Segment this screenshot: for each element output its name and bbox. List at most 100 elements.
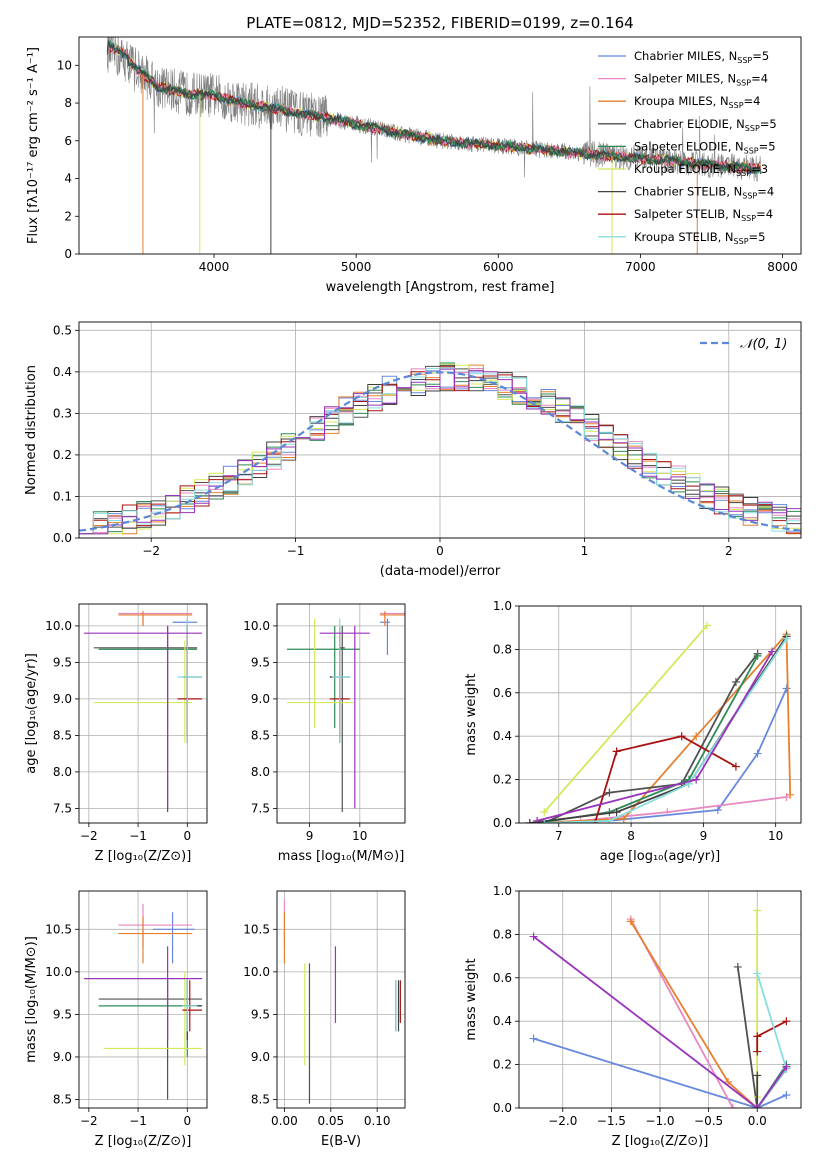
y-tick-label: 10	[57, 58, 72, 72]
series-marker	[525, 819, 534, 823]
data-point	[98, 980, 203, 1100]
series-marker	[753, 651, 762, 660]
histogram-series	[79, 368, 801, 538]
data-point	[83, 946, 203, 1040]
x-tick-label: 0	[436, 544, 444, 558]
y-tick-label: 8	[64, 96, 72, 110]
data-point	[332, 618, 350, 743]
y-tick-label: 0.3	[53, 406, 72, 420]
plot-area-age-vs-Z	[83, 611, 203, 813]
x-tick-label: −1	[129, 829, 147, 843]
x-tick-label: 4000	[199, 260, 230, 274]
y-tick-label: 9.0	[53, 1050, 72, 1064]
legend-subscript: SSP	[736, 79, 751, 88]
x-tick-label: 9	[306, 829, 314, 843]
legend-entry: Chabrier ELODIE, NSSP=5	[634, 117, 777, 133]
x-tick-label: 0	[183, 829, 191, 843]
series-line	[536, 655, 759, 823]
series-marker	[692, 775, 701, 784]
y-tick-label: 0.1	[53, 489, 72, 503]
y-tick-label: 9.5	[251, 1007, 270, 1021]
normal-curve	[79, 371, 801, 532]
series-marker	[605, 816, 614, 823]
x-tick-label: −1	[129, 1114, 147, 1128]
y-tick-label: 6	[64, 134, 72, 148]
y-tick-label: 0.8	[493, 642, 512, 656]
y-tick-label: 9.5	[251, 655, 270, 669]
legend-tail: =4	[751, 72, 768, 86]
x-tick-label: 2	[725, 544, 733, 558]
legend-entry: Kroupa ELODIE, NSSP=3	[634, 162, 768, 178]
chart-age-vs-Z: −2 −1 0 7.5 8.0 8.5 9.0 9.5 10.0 Z [log₁₀(Z/Z⊙)] a…	[24, 603, 208, 864]
legend-tail: =3	[751, 162, 768, 176]
y-tick-label: 0.5	[53, 323, 72, 337]
x-tick-label: 1	[581, 544, 589, 558]
series-marker	[626, 917, 635, 926]
series-marker	[753, 906, 762, 915]
y-axis-label: mass weight	[464, 673, 479, 755]
series-line	[533, 935, 788, 1108]
series-marker	[663, 808, 672, 817]
y-tick-label: 10.5	[45, 922, 72, 936]
series-marker	[605, 788, 614, 797]
series-marker	[753, 969, 762, 978]
x-tick-label: 0.05	[317, 1114, 344, 1128]
x-axis-label: Z [log₁₀(Z/Z⊙)]	[95, 1134, 192, 1149]
series-marker	[782, 1062, 791, 1071]
legend-label: Salpeter MILES, N	[634, 72, 736, 86]
y-tick-label: 9.0	[251, 1050, 270, 1064]
x-tick-label: 7000	[625, 260, 656, 274]
y-tick-label: 0.2	[493, 1058, 512, 1072]
y-axis-label: age [log₁₀(age/yr)]	[24, 653, 39, 774]
series-line	[756, 1020, 787, 1052]
y-axis-label: Normed distribution	[24, 365, 39, 495]
series-marker	[612, 747, 621, 756]
y-tick-label: 8.5	[53, 728, 72, 742]
legend-tail: =4	[756, 207, 773, 221]
legend-label: Chabrier STELIB, N	[634, 185, 742, 199]
plot-area-weight-vs-age	[525, 621, 795, 823]
series-marker	[731, 677, 740, 686]
chart-title: PLATE=0812, MJD=52352, FIBERID=0199, z=0…	[246, 14, 633, 32]
y-tick-label: 0.6	[493, 686, 512, 700]
series-marker	[782, 1090, 791, 1099]
series-marker	[529, 932, 538, 941]
data-point	[379, 611, 405, 626]
y-tick-label: 8.5	[53, 1092, 72, 1106]
y-tick-label: 9.0	[251, 692, 270, 706]
series-marker	[540, 808, 549, 817]
x-tick-label: −1.5	[597, 1114, 626, 1128]
chart-mass-vs-Z: −2 −1 0 8.5 9.0 9.5 10.0 10.5 Z [log₁₀(Z/Z⊙)] mas…	[24, 890, 208, 1149]
y-tick-label: 1.0	[493, 884, 512, 898]
data-point	[379, 611, 405, 626]
series-marker	[733, 962, 742, 971]
chart-mass-vs-EBV: 0.00 0.05 0.10 8.5 9.0 9.5 10.0 10.5 E(B-V)	[243, 890, 406, 1149]
legend-tail: =5	[749, 230, 766, 244]
legend-label: Chabrier ELODIE, N	[634, 117, 745, 131]
x-axis-label: E(B-V)	[321, 1134, 361, 1149]
legend-label: Kroupa MILES, N	[634, 94, 729, 108]
x-axis-label: age [log₁₀(age/yr)]	[600, 849, 721, 864]
plot-area-mass-vs-EBV	[283, 899, 401, 1104]
data-point	[339, 625, 345, 813]
data-point	[118, 916, 193, 964]
y-tick-label: 0	[64, 247, 72, 261]
x-tick-label: 7	[555, 829, 563, 843]
x-tick-label: −0.5	[694, 1114, 723, 1128]
plot-area-spectrum	[106, 37, 762, 254]
data-point	[319, 625, 370, 809]
series-marker	[731, 762, 740, 771]
legend-entry: Chabrier MILES, NSSP=5	[634, 49, 769, 65]
legend-label: Salpeter STELIB, N	[634, 207, 741, 221]
y-tick-label: 10.0	[243, 965, 270, 979]
y-tick-label: 0.4	[493, 1014, 512, 1028]
legend-subscript: SSP	[742, 192, 757, 201]
legend-entry: Salpeter MILES, NSSP=4	[634, 72, 768, 88]
plot-area-mass-vs-Z	[83, 903, 203, 1100]
x-axis-label: Z [log₁₀(Z/Z⊙)]	[95, 849, 192, 864]
y-tick-label: 0.0	[493, 1101, 512, 1115]
data-point	[93, 625, 198, 813]
series-marker	[619, 814, 628, 823]
y-axis-label: Flux [fλ10⁻¹⁷ erg cm⁻² s⁻¹ A⁻¹]	[26, 47, 41, 244]
series-line	[594, 735, 737, 823]
